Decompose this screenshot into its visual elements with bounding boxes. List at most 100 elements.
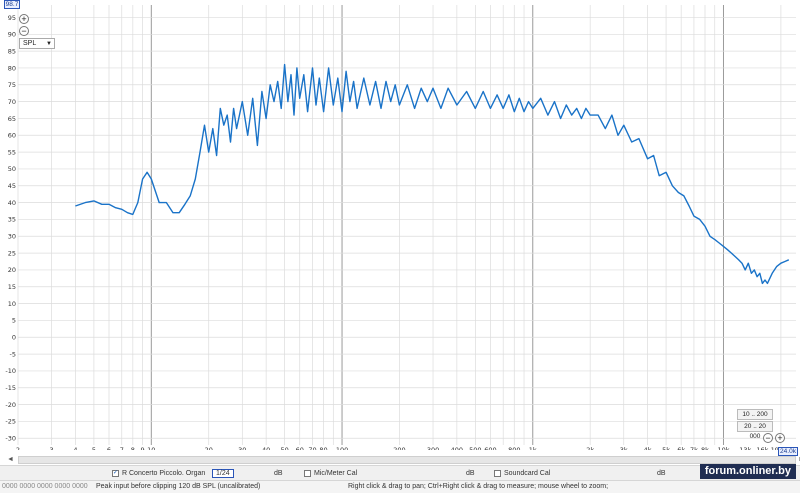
x-tick-label: 7k [690, 446, 698, 450]
checkbox-icon[interactable] [304, 469, 311, 477]
zoom-out-icon[interactable]: − [19, 26, 29, 36]
trace-toggle[interactable]: ✓ R Concerto Piccolo. Organ [112, 469, 205, 478]
status-bar: 0000 0000 0000 0000 0000 Peak input befo… [0, 480, 800, 493]
y-tick-labels: 95908580757065605550454035302520151050-5… [5, 14, 16, 443]
y-tick-label: 20 [8, 266, 16, 274]
unit-label-1: dB [274, 470, 283, 477]
y-tick-label: 65 [8, 115, 16, 123]
unit-select[interactable]: SPL ▼ [19, 38, 55, 49]
y-tick-label: 85 [8, 47, 16, 55]
unit-select-value: SPL [23, 40, 37, 47]
x-tick-label: 500 [469, 446, 481, 450]
x-tick-label: 600 [484, 446, 496, 450]
x-tick-label: 300 [427, 446, 439, 450]
soundcard-cal-toggle[interactable]: Soundcard Cal [494, 469, 550, 478]
x-tick-label: 16k [756, 446, 768, 450]
x-tick-label: 3 [50, 446, 54, 450]
x-tick-label: 2 [16, 446, 20, 450]
y-tick-label: -30 [5, 435, 16, 443]
x-tick-label: 1k [529, 446, 537, 450]
y-tick-label: -5 [10, 350, 16, 358]
x-tick-label: 4 [73, 446, 77, 450]
x-tick-label: 10 [147, 446, 155, 450]
horizontal-scrollbar[interactable]: ◄ ► [7, 456, 800, 464]
y-tick-label: 55 [8, 148, 16, 156]
unit-label-2: dB [466, 470, 475, 477]
x-tick-label: 200 [393, 446, 405, 450]
y-tick-label: 95 [8, 14, 16, 22]
legend-bar: ✓ R Concerto Piccolo. Organ 1/24 dB Mic/M… [0, 465, 800, 481]
status-counters: 0000 0000 0000 0000 0000 [2, 483, 88, 490]
plot-area[interactable] [18, 5, 796, 445]
x-tick-label: 60 [296, 446, 304, 450]
x-tick-label: 70 [308, 446, 316, 450]
x-tick-label: 40 [262, 446, 270, 450]
x-tick-label: 30 [238, 446, 246, 450]
mic-cal-label: Mic/Meter Cal [314, 470, 358, 477]
checkbox-icon[interactable] [494, 469, 501, 477]
x-tick-label: 80 [319, 446, 327, 450]
x-tick-label: 6 [107, 446, 111, 450]
x-tick-label: 800 [508, 446, 520, 450]
x-tick-label: 5 [92, 446, 96, 450]
y-tick-label: 90 [8, 31, 16, 39]
y-tick-label: 50 [8, 165, 16, 173]
y-tick-label: 15 [8, 283, 16, 291]
x-tick-label: 13k [739, 446, 751, 450]
x-zoom-in-icon[interactable]: + [775, 433, 785, 443]
vertical-gridlines [17, 5, 782, 445]
series-line-trace [75, 63, 790, 285]
x-tick-label: 400 [451, 446, 463, 450]
trace-name: R Concerto Piccolo. Organ [122, 470, 206, 477]
y-tick-label: -25 [5, 418, 16, 426]
x-axis-max-box[interactable]: 24.0k [778, 447, 798, 456]
y-tick-label: 75 [8, 81, 16, 89]
checkbox-checked-icon[interactable]: ✓ [112, 469, 119, 477]
x-tick-label: 100 [336, 446, 348, 450]
y-tick-label: 35 [8, 216, 16, 224]
soundcard-cal-label: Soundcard Cal [504, 470, 551, 477]
y-tick-label: -10 [5, 367, 16, 375]
scroll-right-icon[interactable]: ► [798, 456, 800, 463]
x-tick-labels: 2 3 4 5 6 7 8 9 10 20 30 40 50 60 70 80 100 200 300 400 500 6… [16, 446, 795, 450]
x-tick-label: 50 [280, 446, 288, 450]
y-tick-label: 10 [8, 300, 16, 308]
horizontal-gridlines [18, 17, 796, 439]
y-tick-label: 5 [12, 317, 16, 325]
x-tick-label: 20 [205, 446, 213, 450]
range-button-20-20000[interactable]: 20 .. 20 000 [737, 421, 773, 440]
y-axis-max-box[interactable]: 98.7 [4, 0, 20, 9]
status-peak-input: Peak input before clipping 120 dB SPL (u… [96, 483, 261, 490]
x-tick-label: 19k [771, 446, 783, 450]
y-tick-label: 0 [12, 334, 16, 342]
status-hint: Right click & drag to pan; Ctrl+Right cl… [348, 483, 609, 490]
x-tick-label: 7 [120, 446, 124, 450]
y-tick-label: 80 [8, 64, 16, 72]
y-tick-label: 25 [8, 249, 16, 257]
y-tick-label: 45 [8, 182, 16, 190]
x-tick-label: 4k [644, 446, 652, 450]
unit-label-3: dB [657, 470, 666, 477]
y-tick-label: 60 [8, 132, 16, 140]
trace-style-label: 1/24 [216, 470, 230, 477]
y-tick-label: 40 [8, 199, 16, 207]
y-tick-label: 30 [8, 233, 16, 241]
x-tick-label: 8k [701, 446, 709, 450]
trace-smoothing-selector[interactable]: 1/24 [212, 469, 234, 478]
chevron-down-icon: ▼ [46, 41, 52, 47]
zoom-in-icon[interactable]: + [19, 14, 29, 24]
x-tick-label: 3k [620, 446, 628, 450]
range-button-10-200[interactable]: 10 .. 200 [737, 409, 773, 420]
x-tick-label: 6k [677, 446, 685, 450]
watermark: forum.onliner.by [699, 464, 796, 479]
mic-cal-toggle[interactable]: Mic/Meter Cal [304, 469, 357, 478]
y-tick-label: -15 [5, 384, 16, 392]
x-tick-label: 2k [586, 446, 594, 450]
x-tick-label: 10k [717, 446, 729, 450]
scroll-left-icon[interactable]: ◄ [7, 456, 14, 463]
frequency-response-chart[interactable]: 95908580757065605550454035302520151050-5… [0, 0, 800, 450]
y-tick-label: 70 [8, 98, 16, 106]
y-tick-label: -20 [5, 401, 16, 409]
x-zoom-out-icon[interactable]: − [763, 433, 773, 443]
x-tick-label: 5k [662, 446, 670, 450]
